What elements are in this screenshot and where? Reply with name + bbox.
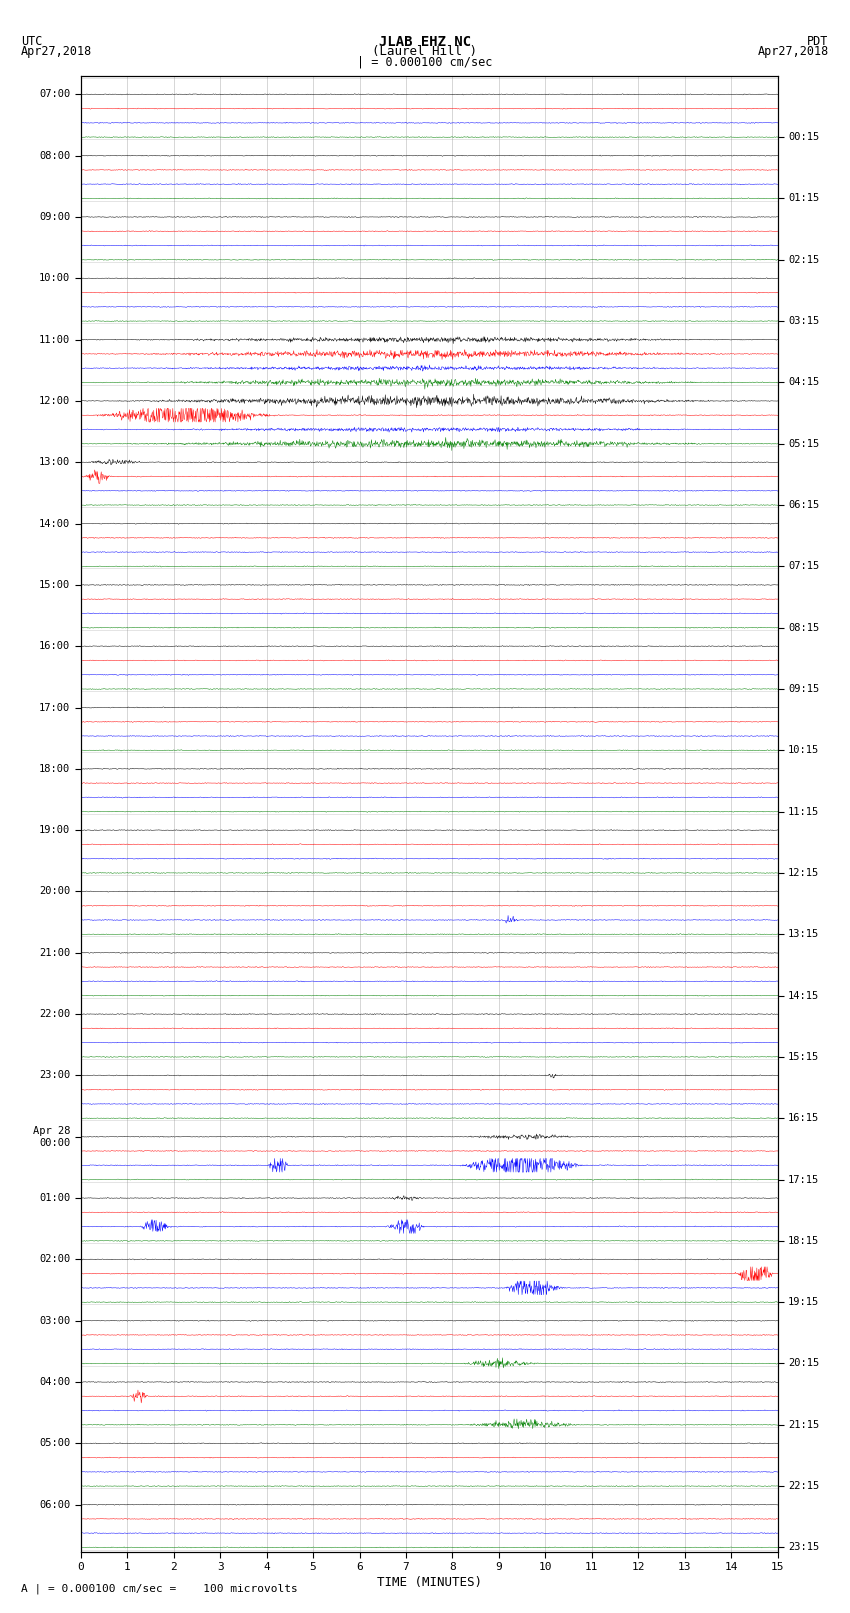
Text: (Laurel Hill ): (Laurel Hill ): [372, 45, 478, 58]
Text: UTC: UTC: [21, 35, 42, 48]
Text: Apr27,2018: Apr27,2018: [757, 45, 829, 58]
Text: JLAB EHZ NC: JLAB EHZ NC: [379, 35, 471, 48]
Text: | = 0.000100 cm/sec: | = 0.000100 cm/sec: [357, 56, 493, 69]
Text: Apr27,2018: Apr27,2018: [21, 45, 93, 58]
Text: PDT: PDT: [808, 35, 829, 48]
Text: A | = 0.000100 cm/sec =    100 microvolts: A | = 0.000100 cm/sec = 100 microvolts: [21, 1582, 298, 1594]
X-axis label: TIME (MINUTES): TIME (MINUTES): [377, 1576, 482, 1589]
